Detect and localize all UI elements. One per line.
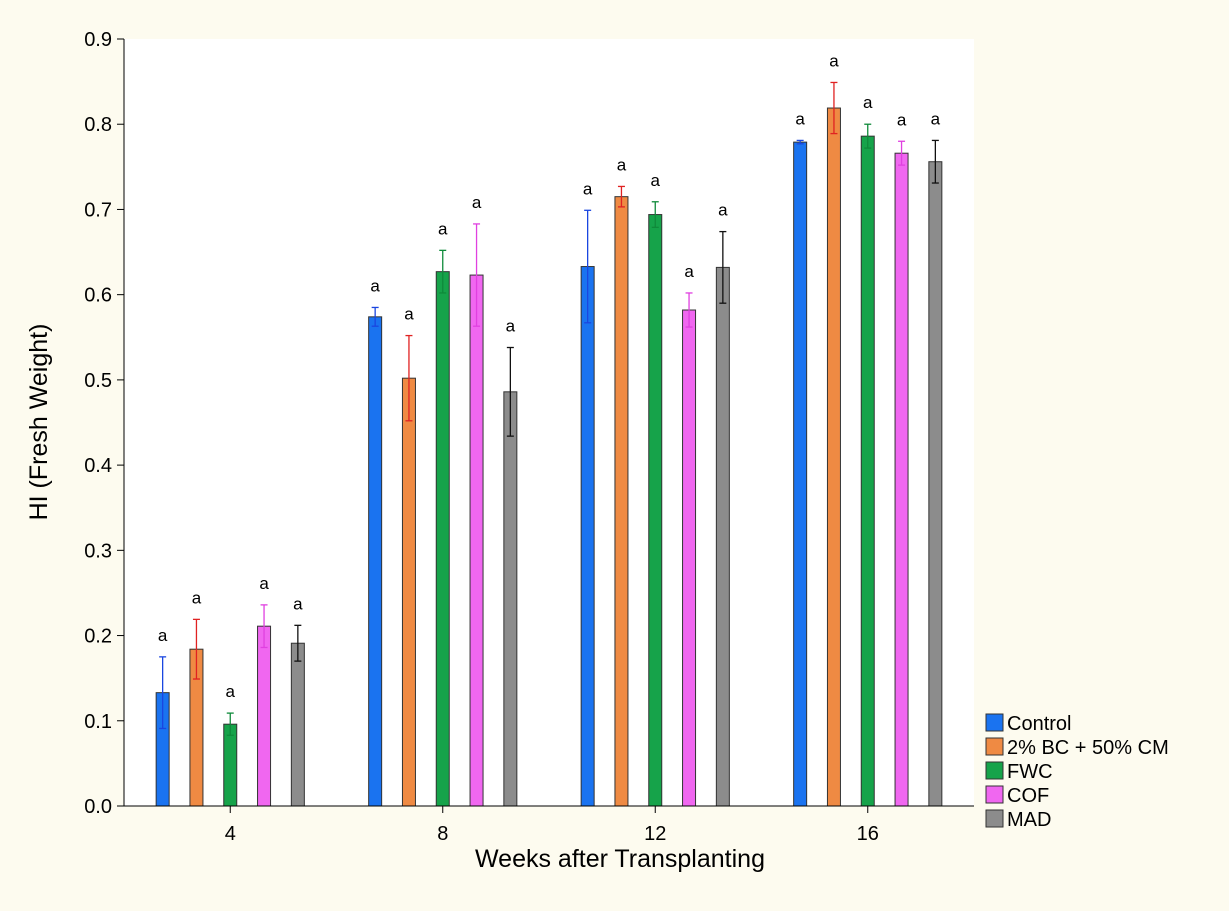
bar — [715, 266, 730, 807]
significance-label: a — [226, 682, 236, 701]
legend-label: COF — [1007, 785, 1049, 807]
x-tick-label: 16 — [857, 823, 879, 845]
significance-label: a — [829, 51, 839, 70]
significance-label: a — [404, 305, 414, 324]
bar — [860, 135, 875, 807]
y-tick-label: 0.6 — [84, 285, 112, 307]
legend-label: Control — [1007, 713, 1071, 735]
legend-swatch — [985, 785, 1004, 804]
y-tick-label: 0.5 — [84, 370, 112, 392]
bar — [928, 161, 943, 807]
significance-label: a — [438, 219, 448, 238]
significance-label: a — [931, 109, 941, 128]
significance-label: a — [583, 179, 593, 198]
y-tick-label: 0.1 — [84, 711, 112, 733]
significance-label: a — [293, 594, 303, 613]
x-tick-label: 4 — [225, 823, 236, 845]
y-tick-label: 0.9 — [84, 29, 112, 51]
legend-swatch — [985, 809, 1004, 828]
bar — [368, 316, 383, 807]
bar — [894, 152, 909, 807]
bar — [401, 377, 416, 807]
significance-label: a — [684, 262, 694, 281]
legend-label: FWC — [1007, 761, 1053, 783]
significance-label: a — [718, 201, 728, 220]
bar — [648, 214, 663, 807]
bar — [793, 141, 808, 807]
bar — [826, 107, 841, 807]
axes-layer — [123, 39, 974, 807]
y-ticks: 0.0 0.1 0.2 0.3 0.4 0.5 0.6 0.7 0.8 0.9 — [84, 29, 124, 818]
plot-area — [124, 39, 974, 806]
bar — [580, 266, 595, 807]
y-axis-title: HI (Fresh Weight) — [25, 324, 53, 521]
y-tick-label: 0.4 — [84, 455, 112, 477]
significance-label: a — [897, 110, 907, 129]
y-tick-label: 0.8 — [84, 114, 112, 136]
bar — [682, 309, 697, 807]
y-tick-label: 0.3 — [84, 540, 112, 562]
significance-label: a — [192, 588, 202, 607]
significance-label: a — [158, 626, 168, 645]
x-tick-label: 8 — [437, 823, 448, 845]
bar — [223, 723, 238, 807]
legend-swatch — [985, 737, 1004, 756]
bar — [469, 274, 484, 807]
legend-label: MAD — [1007, 809, 1051, 831]
x-axis-title: Weeks after Transplanting — [475, 845, 765, 873]
significance-label: a — [259, 574, 269, 593]
legend-label: 2% BC + 50% CM — [1007, 737, 1169, 759]
significance-label: a — [651, 171, 661, 190]
significance-label: a — [617, 155, 627, 174]
bar — [290, 642, 305, 807]
bar — [257, 625, 272, 807]
significance-label: a — [863, 93, 873, 112]
legend-swatch — [985, 713, 1004, 732]
x-ticks: 4 8 12 16 — [225, 806, 879, 845]
legend-swatch — [985, 761, 1004, 780]
significance-label: a — [795, 109, 805, 128]
y-tick-label: 0.7 — [84, 199, 112, 221]
significance-label: a — [506, 317, 516, 336]
bar — [614, 196, 629, 807]
bar — [503, 391, 518, 807]
significance-label: a — [472, 193, 482, 212]
y-tick-label: 0.0 — [84, 796, 112, 818]
x-tick-label: 12 — [644, 823, 666, 845]
y-tick-label: 0.2 — [84, 626, 112, 648]
significance-label: a — [370, 276, 380, 295]
bar — [435, 271, 450, 807]
